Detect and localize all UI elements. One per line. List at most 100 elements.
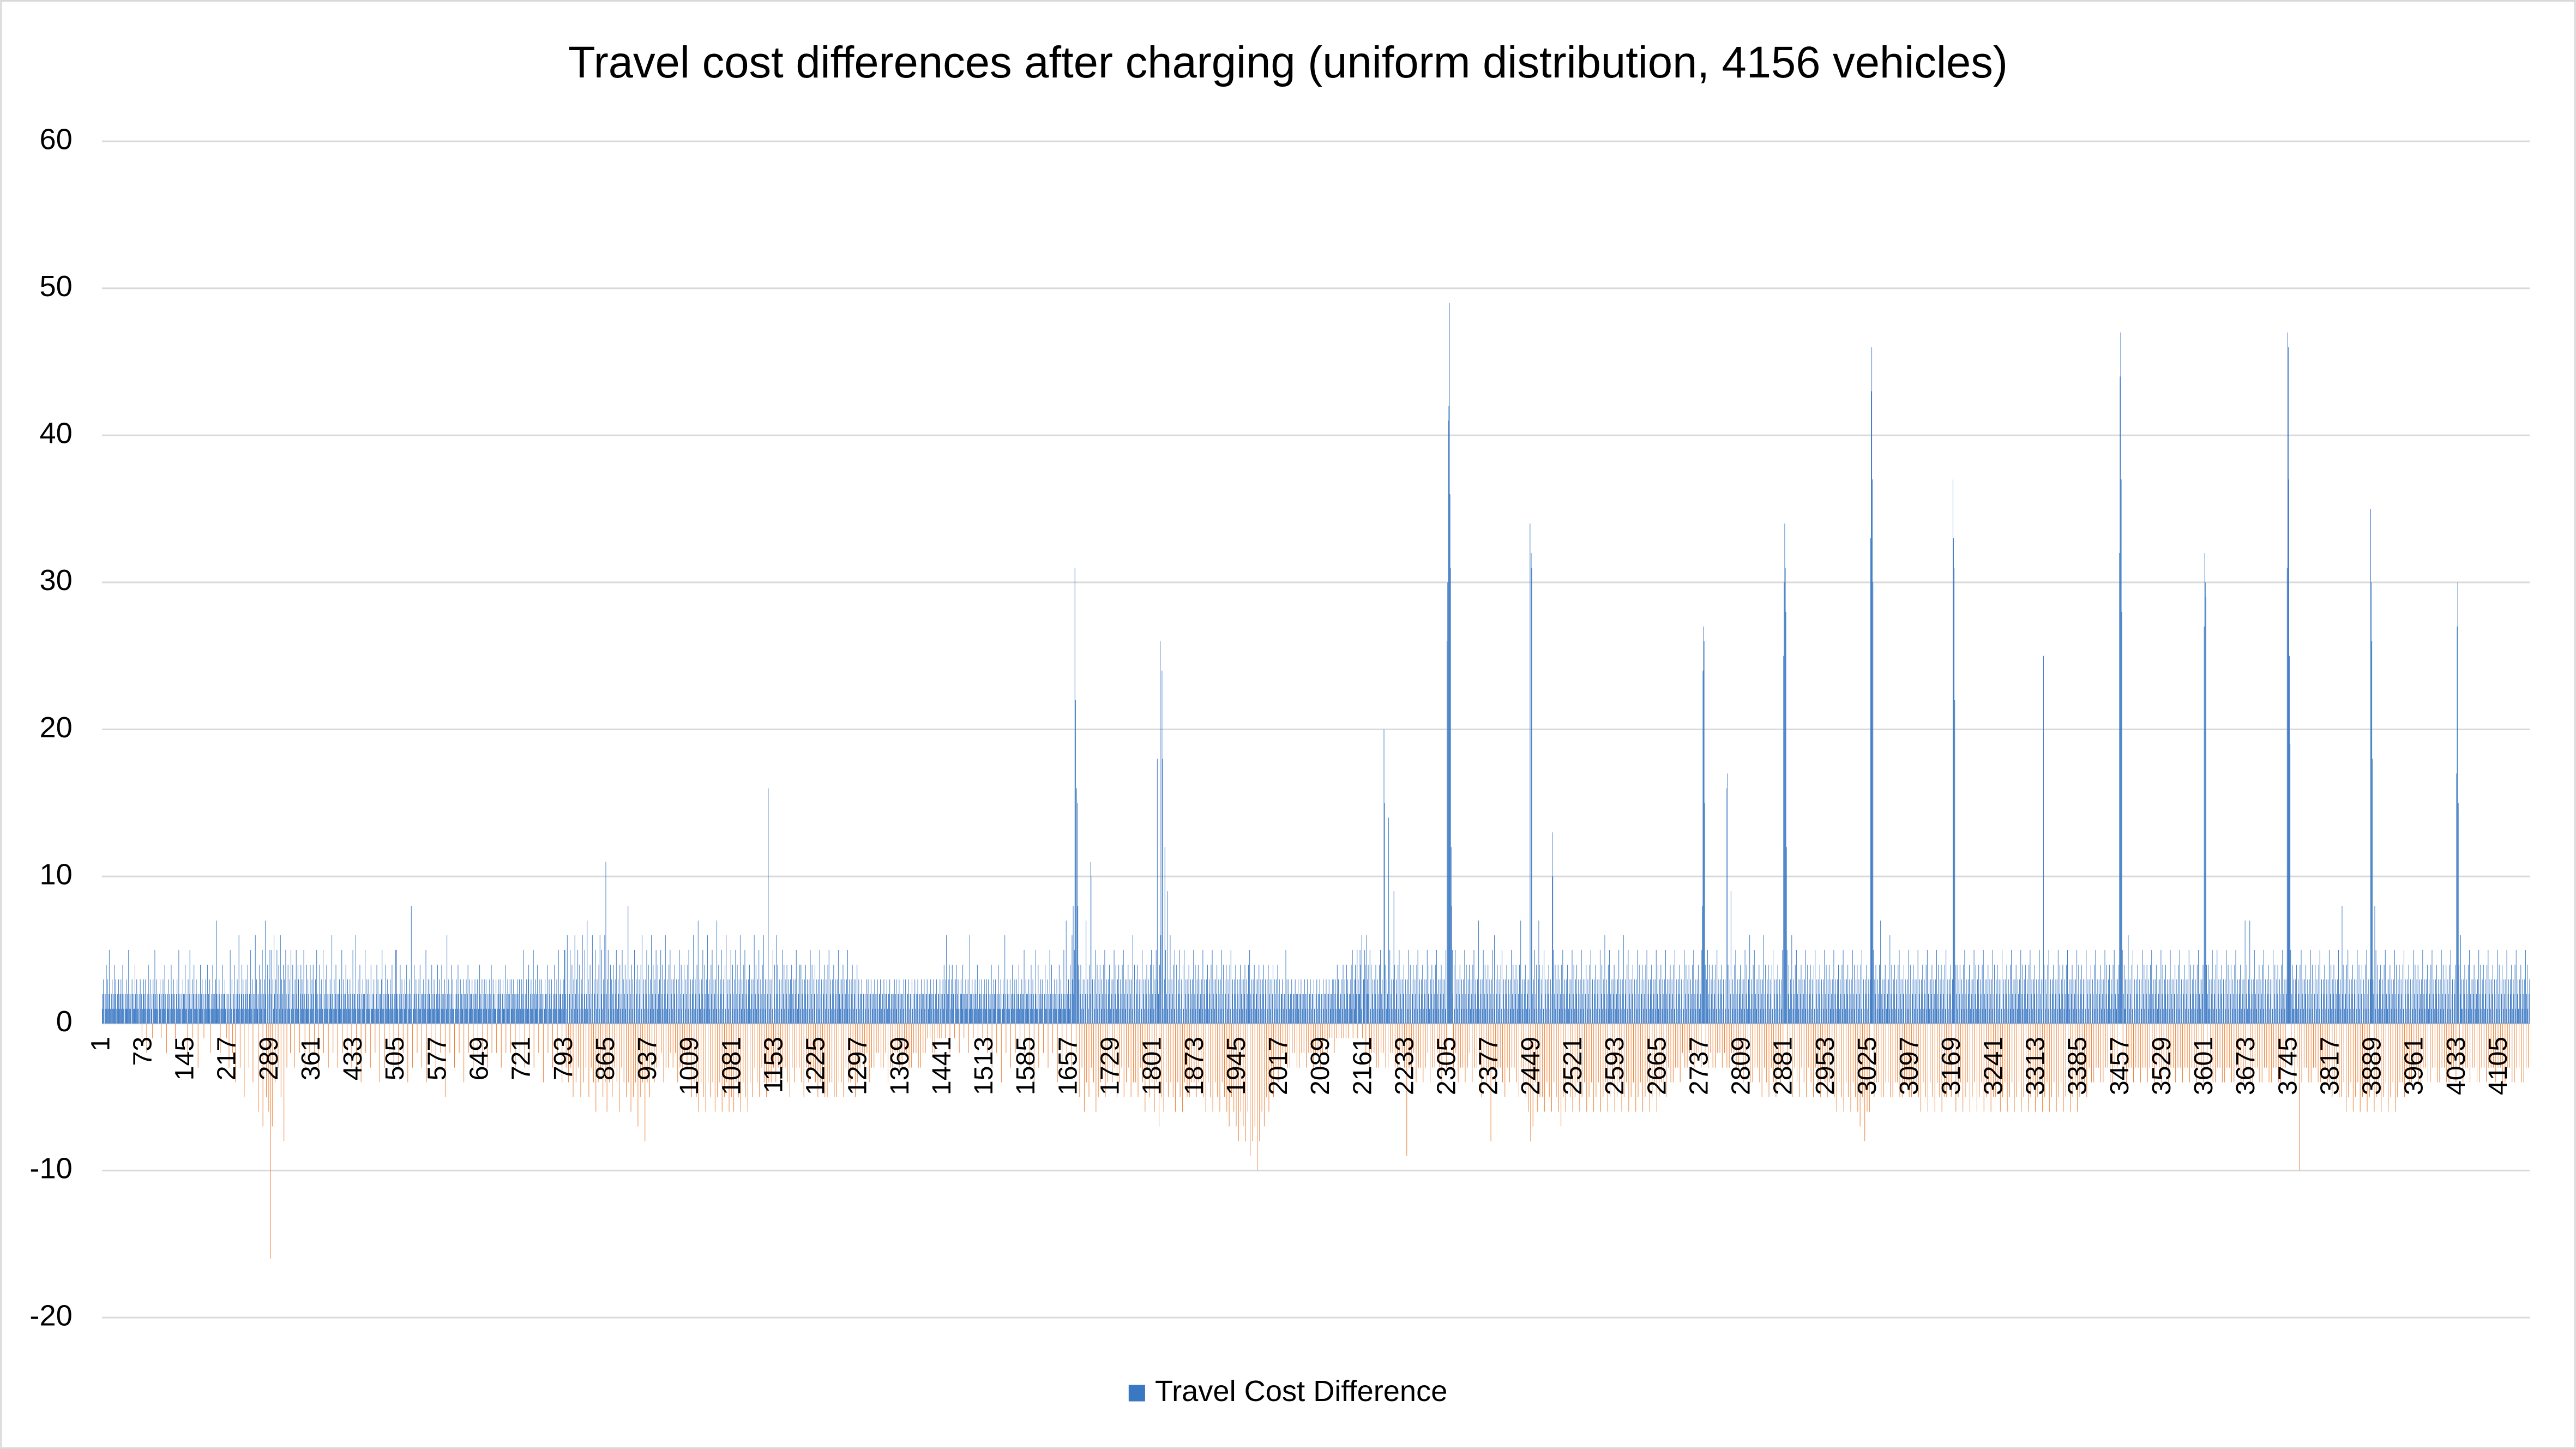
bar	[574, 1008, 575, 1024]
bar	[796, 949, 797, 1024]
bar	[1502, 1023, 1503, 1083]
bar	[2392, 994, 2393, 1024]
bar	[563, 979, 564, 1024]
bar	[891, 994, 892, 1024]
bar	[872, 994, 874, 1024]
bar	[2472, 979, 2473, 1024]
bar	[1117, 979, 1118, 1024]
bar	[868, 979, 869, 1024]
bar	[745, 1023, 746, 1097]
bar	[967, 994, 968, 1024]
bar	[107, 979, 108, 1024]
bar	[394, 994, 395, 1024]
bar	[775, 1023, 777, 1083]
bar	[1927, 949, 1928, 1024]
bar	[1412, 994, 1413, 1024]
bar	[2002, 1023, 2003, 1097]
x-tick-label: 73	[128, 1037, 157, 1066]
bar	[536, 994, 537, 1024]
bar	[1495, 1023, 1496, 1083]
bar	[2515, 949, 2517, 1024]
bar	[2364, 1023, 2366, 1083]
bar	[1064, 1008, 1065, 1024]
bar	[839, 994, 840, 1024]
bar	[1477, 979, 1478, 1024]
bar	[1920, 1008, 1921, 1024]
bar	[1504, 1023, 1506, 1097]
bar	[1783, 656, 1784, 1024]
bar	[1825, 994, 1826, 1024]
bar	[1248, 964, 1249, 1024]
x-tick-label: 649	[464, 1037, 493, 1080]
bar	[1047, 979, 1048, 1024]
bar	[1231, 1023, 1232, 1097]
bar	[1671, 1008, 1672, 1024]
bar	[2482, 979, 2483, 1024]
bar	[438, 1008, 440, 1024]
bar	[2376, 994, 2378, 1024]
bar	[1371, 1023, 1373, 1053]
bar	[153, 994, 154, 1024]
bar	[2032, 1008, 2033, 1024]
bar	[1512, 994, 1513, 1024]
bar	[1006, 1008, 1007, 1024]
bar	[2363, 979, 2364, 1024]
bar	[436, 994, 437, 1024]
bar	[926, 979, 928, 1024]
bar	[1744, 1008, 1745, 1024]
bar	[1919, 979, 1920, 1024]
bar	[2219, 1008, 2220, 1024]
bar	[1964, 949, 1965, 1024]
bar	[836, 1023, 837, 1097]
bar	[143, 979, 145, 1024]
bar	[2043, 656, 2044, 1024]
bar	[196, 979, 197, 1024]
bar	[2280, 1023, 2281, 1083]
bar	[1421, 979, 1422, 1024]
bar	[1588, 994, 1589, 1024]
bar	[2248, 979, 2249, 1024]
bar	[1442, 1008, 1443, 1024]
bar	[1012, 964, 1013, 1024]
bar	[392, 994, 393, 1024]
bar	[1837, 979, 1838, 1024]
bar	[1802, 1008, 1803, 1024]
bar	[2443, 1008, 2444, 1024]
bar	[2456, 773, 2457, 1024]
bar	[1905, 979, 1906, 1024]
bar	[1095, 949, 1096, 1024]
bar	[1738, 1023, 1739, 1068]
bar	[555, 1008, 556, 1024]
bar	[717, 1023, 718, 1097]
bar	[1508, 979, 1509, 1024]
bar	[572, 994, 573, 1024]
bar	[1654, 1023, 1655, 1083]
bar	[1762, 1008, 1764, 1024]
bar	[1864, 1023, 1865, 1141]
bar	[1148, 979, 1149, 1024]
bar	[2405, 979, 2406, 1024]
bar	[2485, 994, 2487, 1024]
bar	[1133, 1023, 1134, 1083]
bar	[1042, 979, 1043, 1024]
bar	[2136, 994, 2138, 1024]
bar	[1122, 964, 1123, 1024]
bar	[2411, 1023, 2412, 1083]
bar	[686, 994, 687, 1024]
bar	[1226, 1023, 1227, 1112]
bar	[1116, 1008, 1117, 1024]
bar	[183, 994, 184, 1024]
bar	[260, 979, 261, 1024]
bar	[870, 994, 871, 1024]
bar	[535, 979, 536, 1024]
bar	[329, 1008, 330, 1024]
bar	[808, 1023, 809, 1083]
bar	[932, 994, 934, 1024]
bar	[854, 994, 855, 1024]
bar	[2024, 979, 2025, 1024]
bar	[760, 979, 761, 1024]
bar	[1136, 994, 1137, 1024]
bar	[1342, 1008, 1343, 1024]
bar	[408, 994, 410, 1024]
bar	[1365, 1023, 1367, 1053]
